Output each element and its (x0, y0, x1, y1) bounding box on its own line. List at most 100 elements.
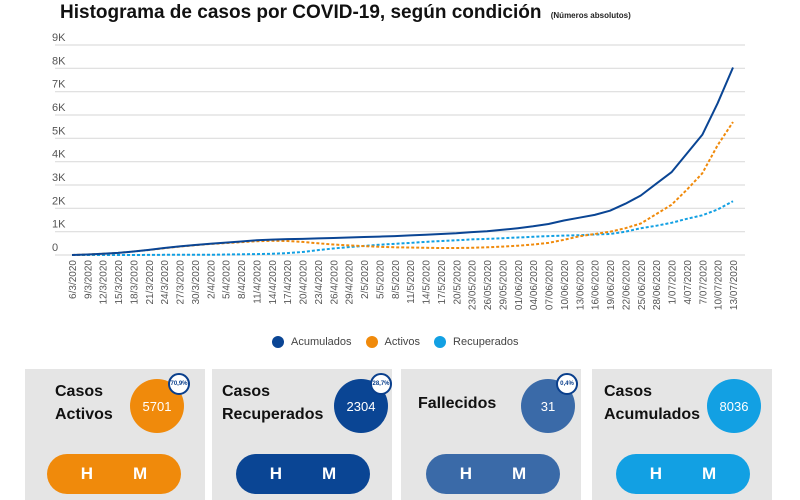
card-title-line2: Recuperados (222, 406, 324, 423)
x-tick-label: 11/4/2020 (252, 260, 263, 304)
y-tick-label: 7K (52, 79, 66, 91)
line-chart: 0 1K 2K 3K 4K 5K 6K 7K 8K 9K 6/3/2020 9/3/2020 12/3… (52, 32, 745, 310)
card-percent: 0,4% (560, 381, 574, 387)
y-tick-label: 5K (52, 125, 66, 137)
card-casos-acumulados: Casos Acumulados 8036 H M (592, 369, 772, 500)
x-tick-label: 1/07/2020 (668, 260, 679, 305)
card-title: Casos Activos (55, 380, 113, 426)
legend-item-acumulados[interactable]: Acumulados (272, 336, 352, 348)
x-tick-label: 07/06/2020 (545, 260, 556, 310)
y-tick-label: 6K (52, 102, 66, 114)
y-axis-ticks: 0 1K 2K 3K 4K 5K 6K 7K 8K 9K (52, 32, 66, 254)
card-title-line1: Fallecidos (418, 395, 497, 412)
x-tick-label: 2/5/2020 (360, 260, 371, 299)
x-tick-label: 22/06/2020 (621, 260, 632, 310)
mujeres-button[interactable]: M (512, 464, 527, 483)
hombres-button[interactable]: H (269, 464, 283, 483)
legend-dot-icon (365, 336, 378, 348)
x-tick-label: 16/06/2020 (591, 260, 602, 310)
x-tick-label: 23/4/2020 (314, 260, 325, 305)
legend-item-activos[interactable]: Activos (365, 336, 421, 348)
x-tick-label: 26/05/2020 (483, 260, 494, 310)
chart-title-text: Histograma de casos por COVID-19, según … (60, 2, 542, 23)
x-tick-label: 11/5/2020 (406, 260, 417, 304)
x-tick-label: 14/5/2020 (422, 260, 433, 305)
y-tick-label: 8K (52, 55, 66, 67)
x-tick-label: 8/4/2020 (237, 260, 248, 299)
card-title-line2: Acumulados (604, 406, 701, 423)
chart-subtitle: (Números absolutos) (550, 11, 631, 20)
x-tick-label: 26/4/2020 (329, 260, 340, 305)
card-casos-recuperados: Casos Recuperados 2304 28,7% H M (212, 369, 392, 500)
card-title: Casos Acumulados (604, 380, 700, 426)
mujeres-button[interactable]: M (702, 464, 717, 483)
x-tick-label: 30/3/2020 (191, 260, 202, 305)
gender-toggle: H M (426, 454, 560, 494)
x-tick-label: 29/4/2020 (345, 260, 356, 305)
card-value: 5701 (142, 398, 172, 414)
x-tick-label: 25/06/2020 (637, 260, 648, 310)
x-tick-label: 21/3/2020 (145, 260, 156, 305)
hombres-button[interactable]: H (80, 464, 94, 483)
x-tick-label: 2/4/2020 (206, 260, 217, 299)
card-percent: 70,9% (170, 381, 188, 387)
x-tick-label: 10/07/2020 (714, 260, 725, 310)
card-percent: 28,7% (372, 381, 390, 387)
x-tick-label: 23/05/2020 (468, 260, 479, 310)
x-tick-label: 17/4/2020 (283, 260, 294, 305)
legend-dot-icon (272, 336, 284, 348)
x-tick-label: 14/4/2020 (268, 260, 279, 305)
hombres-button[interactable]: H (649, 464, 663, 483)
card-title-line2: Activos (55, 406, 113, 423)
series-lines (71, 67, 734, 256)
x-tick-label: 10/06/2020 (560, 260, 571, 310)
hombres-button[interactable]: H (459, 464, 473, 483)
card-title: Fallecidos (418, 392, 496, 415)
x-tick-label: 15/3/2020 (114, 260, 125, 305)
x-axis-ticks: 6/3/2020 9/3/2020 12/3/2020 15/3/2020 18/3/2… (68, 260, 740, 310)
x-tick-label: 13/07/2020 (729, 260, 740, 310)
y-tick-label: 0 (52, 242, 58, 254)
mujeres-button[interactable]: M (133, 464, 148, 483)
value-bubble: 8036 (707, 379, 761, 433)
x-tick-label: 4/07/2020 (683, 260, 694, 305)
x-tick-label: 9/3/2020 (83, 260, 94, 299)
percent-badge: 28,7% (370, 373, 392, 395)
legend-label: Acumulados (291, 336, 352, 348)
x-tick-label: 7/07/2020 (698, 260, 709, 305)
card-title-line1: Casos (55, 383, 104, 400)
x-tick-label: 13/06/2020 (575, 260, 586, 310)
percent-badge: 0,4% (556, 373, 578, 395)
legend-item-recuperados[interactable]: Recuperados (434, 336, 518, 348)
x-tick-label: 8/5/2020 (391, 260, 402, 299)
legend-label: Activos (384, 336, 421, 348)
legend-label: Recuperados (453, 336, 519, 348)
y-tick-label: 2K (52, 195, 66, 207)
percent-badge: 70,9% (168, 373, 190, 395)
y-tick-label: 9K (52, 32, 66, 44)
card-title-line1: Casos (222, 383, 271, 400)
x-tick-label: 29/05/2020 (498, 260, 509, 310)
grid-lines (55, 44, 745, 256)
gender-toggle: H M (47, 454, 181, 494)
card-value: 31 (540, 398, 556, 414)
card-value: 2304 (346, 398, 376, 414)
y-tick-label: 1K (52, 219, 66, 231)
y-tick-label: 3K (52, 172, 66, 184)
gender-toggle: H M (236, 454, 370, 494)
card-title: Casos Recuperados (222, 380, 323, 426)
card-title-line1: Casos (604, 383, 653, 400)
x-tick-label: 6/3/2020 (68, 260, 79, 299)
card-value: 8036 (719, 398, 749, 414)
legend: Acumulados Activos Recuperados (272, 336, 518, 348)
x-tick-label: 17/5/2020 (437, 260, 448, 305)
mujeres-button[interactable]: M (322, 464, 337, 483)
x-tick-label: 27/3/2020 (176, 260, 187, 305)
series-line-recuperados (72, 200, 734, 256)
x-tick-label: 18/3/2020 (129, 260, 140, 305)
chart-title: Histograma de casos por COVID-19, según … (60, 2, 631, 24)
x-tick-label: 28/06/2020 (652, 260, 663, 310)
x-tick-label: 5/5/2020 (375, 260, 386, 299)
y-tick-label: 4K (52, 149, 66, 161)
card-fallecidos: Fallecidos 31 0,4% H M (401, 369, 581, 500)
